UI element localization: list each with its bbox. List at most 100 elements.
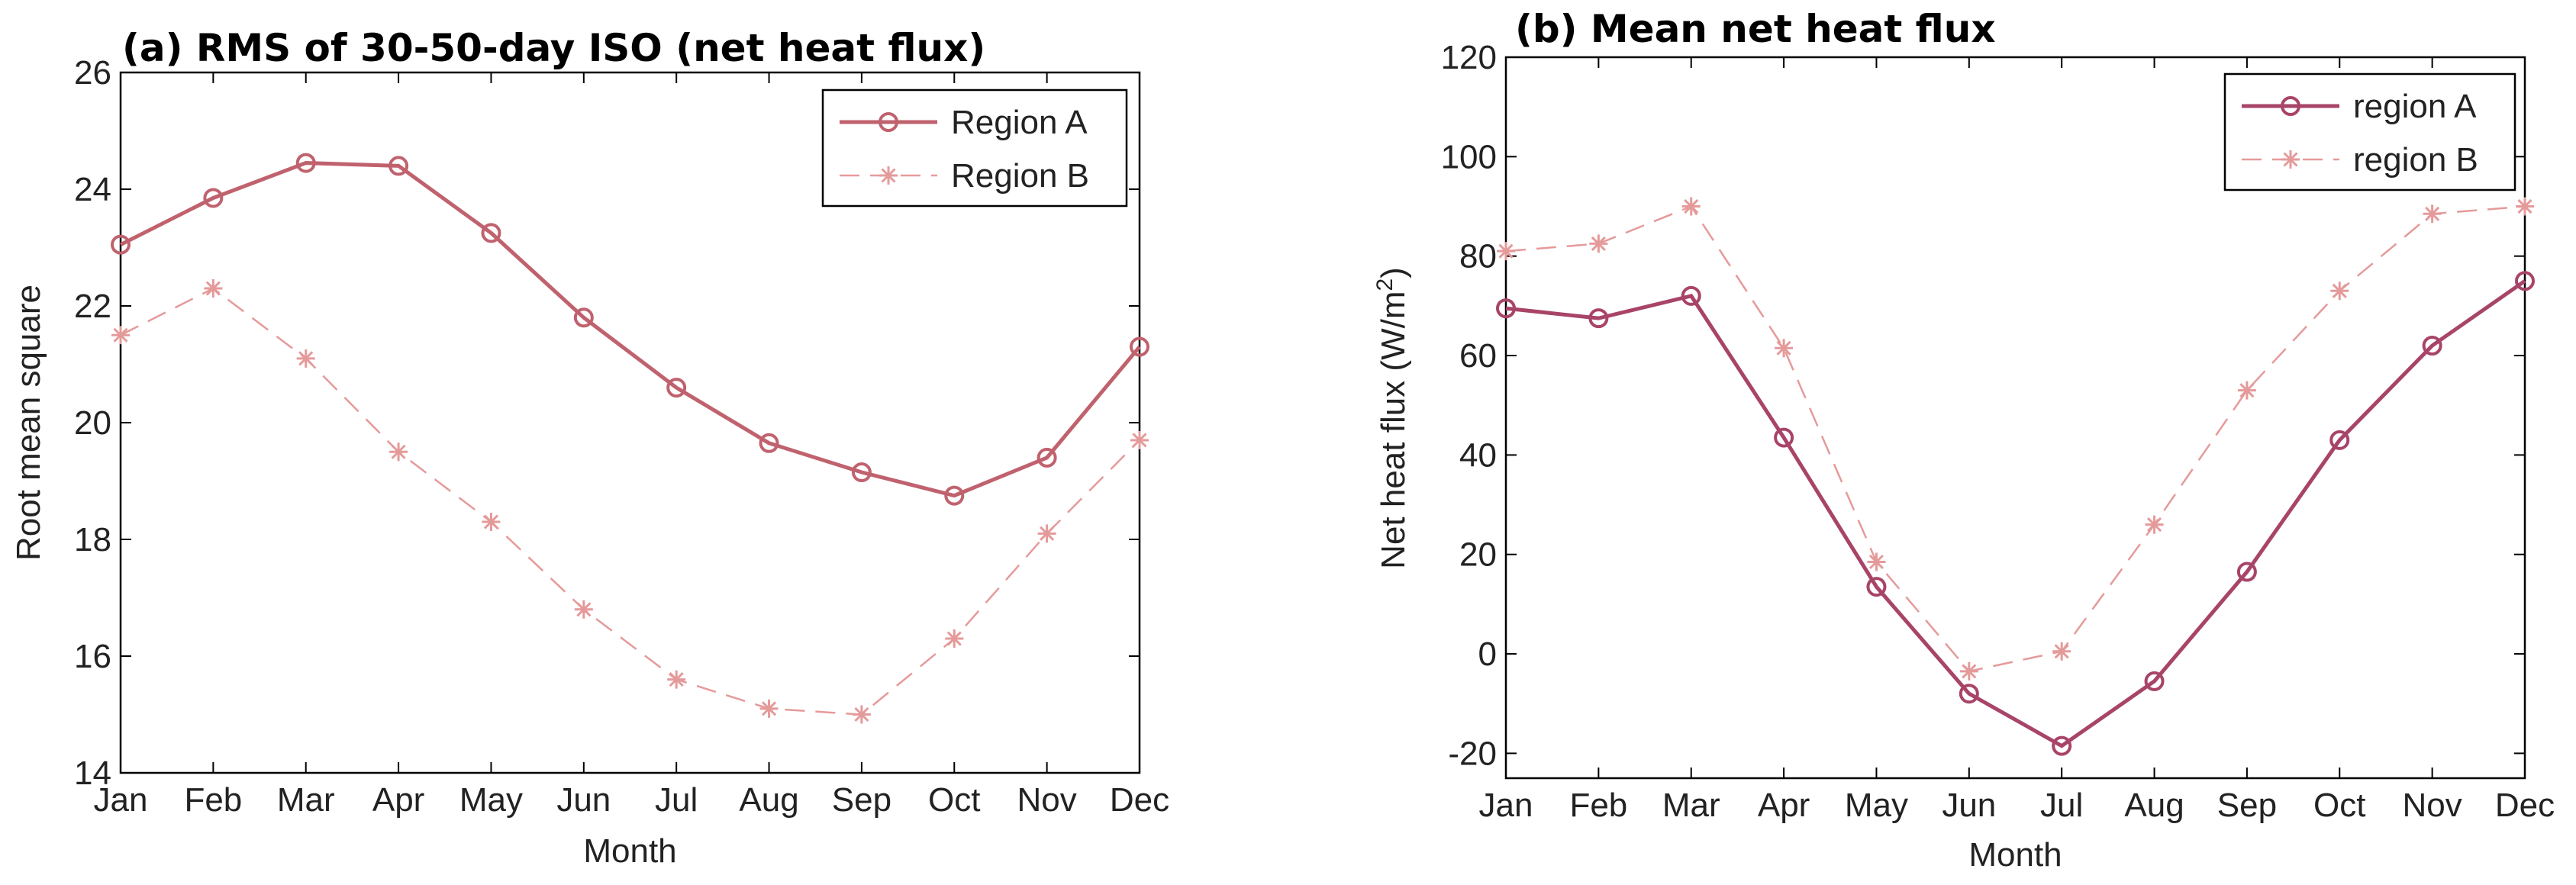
y-tick-label: 16 xyxy=(74,638,111,675)
x-tick-label: Apr xyxy=(372,781,424,819)
x-axis-label: Month xyxy=(1968,836,2062,874)
x-tick-label: Mar xyxy=(277,781,335,819)
y-tick-label: 22 xyxy=(74,288,111,325)
y-axis-label: Root mean square xyxy=(10,285,47,561)
data-point xyxy=(482,513,501,532)
data-point xyxy=(203,188,224,208)
series-region-b xyxy=(111,279,1149,724)
x-tick-label: Oct xyxy=(928,781,980,819)
x-tick-label: May xyxy=(459,781,523,819)
x-tick-label: Nov xyxy=(2403,787,2462,824)
x-tick-label: Nov xyxy=(1017,781,1077,819)
x-tick-label: Jan xyxy=(94,781,148,819)
data-point xyxy=(1866,577,1887,597)
x-tick-label: May xyxy=(1845,787,1908,824)
chart-title: (b) Mean net heat flux xyxy=(1515,7,1996,51)
data-point xyxy=(1588,308,1609,329)
y-tick-label: 18 xyxy=(74,521,111,558)
data-point xyxy=(759,699,779,718)
data-point xyxy=(111,234,131,255)
x-tick-label: Jan xyxy=(1479,787,1533,824)
data-point xyxy=(667,670,686,689)
legend-box xyxy=(821,88,1128,208)
data-point xyxy=(111,326,130,345)
data-point xyxy=(2236,562,2257,582)
data-point xyxy=(945,629,964,648)
data-point xyxy=(666,378,687,398)
data-point xyxy=(1037,524,1056,543)
y-axis-label: Net heat flux (W/m2) xyxy=(1372,267,1412,569)
series-region-a xyxy=(111,153,1149,506)
legend-marker xyxy=(879,112,898,132)
data-point xyxy=(388,156,409,176)
data-point xyxy=(2423,204,2442,224)
data-point xyxy=(2329,430,2350,450)
data-point xyxy=(1959,684,1979,704)
data-point xyxy=(1867,552,1886,571)
x-tick-label: Oct xyxy=(2313,787,2365,824)
data-point xyxy=(481,223,501,243)
y-tick-label: 20 xyxy=(1459,536,1497,574)
plot-frame xyxy=(1504,56,2526,780)
data-point xyxy=(296,349,315,368)
legend-box xyxy=(2223,72,2516,191)
chart-title: (a) RMS of 30-50-day ISO (net heat flux) xyxy=(122,26,985,70)
y-tick-label: 24 xyxy=(74,171,111,208)
legend-label: region A xyxy=(2353,88,2477,125)
series-region-b xyxy=(1497,197,2534,681)
x-tick-label: Feb xyxy=(1569,787,1627,824)
data-point xyxy=(1589,234,1608,253)
x-tick-label: Apr xyxy=(1758,787,1810,824)
x-tick-label: Jul xyxy=(655,781,698,819)
legend-marker xyxy=(2281,96,2300,116)
data-point xyxy=(1681,285,1701,306)
y-tick-label: 120 xyxy=(1441,39,1497,76)
legend-label: region B xyxy=(2353,141,2478,179)
data-point xyxy=(2237,381,2256,400)
data-point xyxy=(2145,515,2164,534)
legend-marker xyxy=(2281,150,2300,169)
data-point xyxy=(2515,271,2535,291)
panel-a: 14 16 18 20 22 24 26 Jan Feb Mar Apr May Jun Jul Aug Se… xyxy=(10,26,1169,870)
data-point xyxy=(295,153,316,173)
data-point xyxy=(1037,447,1057,468)
y-tick-label: 80 xyxy=(1459,238,1497,275)
data-point xyxy=(2052,735,2072,756)
data-point xyxy=(759,433,779,453)
data-point xyxy=(2330,282,2349,301)
y-tick-label: 26 xyxy=(74,54,111,92)
legend: region A region B xyxy=(2223,72,2516,191)
data-point xyxy=(2516,197,2534,216)
y-axis-label-superscript: 2 xyxy=(1372,278,1398,291)
x-tick-label: Jul xyxy=(2040,787,2083,824)
legend-label: Region B xyxy=(951,157,1089,195)
data-point xyxy=(1681,197,1701,216)
x-tick-label: Jun xyxy=(556,781,611,819)
data-point xyxy=(204,279,223,298)
series-line xyxy=(1505,204,2526,673)
x-tick-label: Jun xyxy=(1942,787,1996,824)
data-point xyxy=(944,485,965,506)
data-point xyxy=(2422,336,2442,356)
y-tick-label: 100 xyxy=(1441,138,1497,175)
y-axis-label-end: ) xyxy=(1375,267,1412,278)
data-point xyxy=(1774,427,1794,448)
y-tick-label: 14 xyxy=(74,755,111,792)
y-tick-label: 60 xyxy=(1459,337,1497,375)
x-tick-label: Mar xyxy=(1662,787,1720,824)
x-tick-label: Sep xyxy=(2217,787,2277,824)
x-tick-label: Aug xyxy=(739,781,798,819)
series-line xyxy=(120,287,1140,716)
data-point xyxy=(1130,430,1149,449)
x-axis-label: Month xyxy=(583,832,676,870)
y-tick-label: 0 xyxy=(1478,636,1497,673)
series-region-a xyxy=(1496,271,2535,756)
data-point xyxy=(1497,242,1515,261)
y-tick-label: -20 xyxy=(1448,735,1497,772)
data-point xyxy=(573,307,594,328)
data-point xyxy=(852,705,871,724)
x-tick-label: Dec xyxy=(2495,787,2555,824)
data-point xyxy=(2144,671,2165,691)
data-point xyxy=(1775,339,1794,358)
